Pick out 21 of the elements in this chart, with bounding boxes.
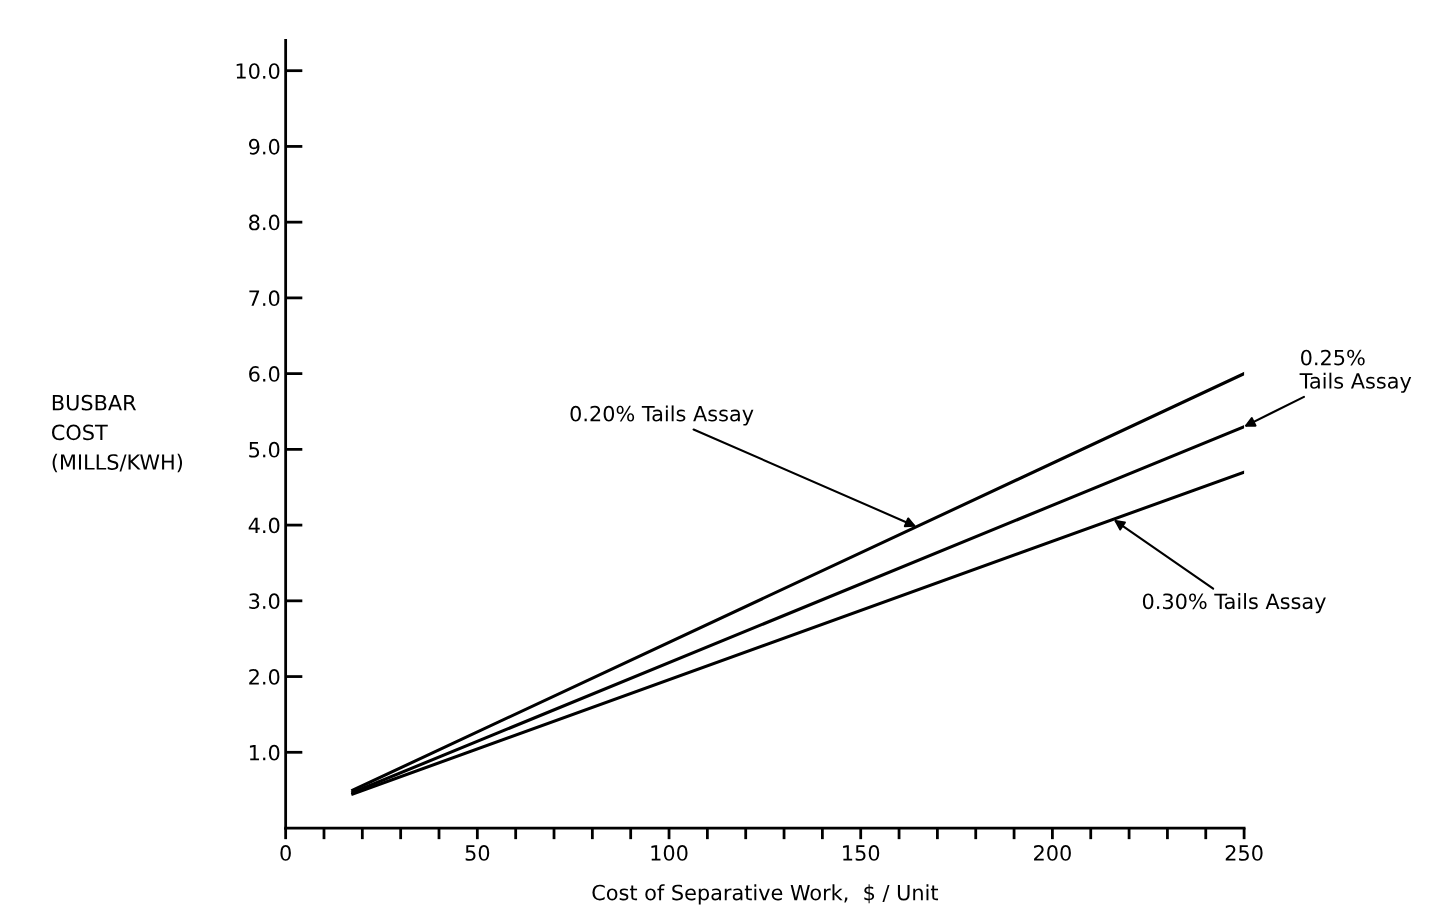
y-tick-label: 1.0 bbox=[249, 744, 280, 761]
annotation: 0.20% Tails Assay bbox=[570, 405, 754, 426]
x-tick-label: 150 bbox=[843, 845, 880, 861]
x-axis-title: Cost of Separative Work, $ / Unit bbox=[592, 884, 939, 905]
y-tick-label: 3.0 bbox=[249, 593, 280, 610]
y-tick-label: 7.0 bbox=[249, 290, 280, 307]
y-tick-label: 4.0 bbox=[248, 517, 280, 534]
y-tick-label: 9.0 bbox=[248, 138, 280, 155]
y-tick-label: 10.0 bbox=[236, 63, 280, 79]
annotation: 0.30% Tails Assay bbox=[1142, 593, 1326, 614]
x-tick-label: 200 bbox=[1034, 845, 1071, 861]
annotation: 0.25% Tails Assay bbox=[1299, 349, 1412, 393]
y-tick-label: 5.0 bbox=[249, 441, 280, 458]
x-tick-label: 250 bbox=[1225, 845, 1263, 861]
y-tick-label: 6.0 bbox=[249, 366, 280, 382]
x-tick-label: 100 bbox=[651, 845, 688, 861]
y-tick-label: 8.0 bbox=[249, 214, 280, 231]
x-tick-label: 50 bbox=[465, 845, 490, 861]
x-tick-label: 0 bbox=[280, 845, 291, 861]
y-axis-title: BUSBAR COST (MILLS/KWH) bbox=[52, 394, 183, 473]
y-tick-label: 2.0 bbox=[249, 669, 280, 685]
